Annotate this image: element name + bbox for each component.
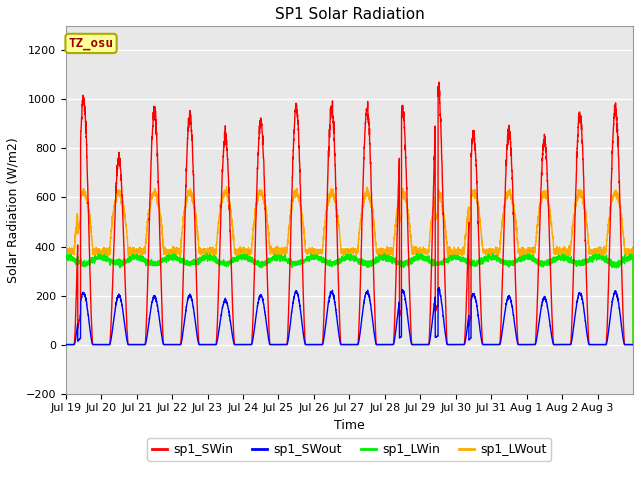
sp1_LWout	[223, 184, 230, 190]
sp1_SWin	[506, 122, 513, 128]
sp1_SWout	[179, 327, 187, 333]
sp1_SWout	[371, 332, 378, 338]
sp1_LWin	[203, 251, 211, 256]
Line: sp1_LWout: sp1_LWout	[66, 187, 633, 345]
Title: SP1 Solar Radiation: SP1 Solar Radiation	[275, 7, 424, 22]
sp1_LWin	[179, 259, 187, 264]
sp1_LWin	[533, 260, 541, 266]
sp1_LWin	[506, 263, 513, 268]
sp1_LWin	[548, 261, 556, 266]
sp1_SWout	[401, 294, 409, 300]
sp1_SWout	[62, 342, 70, 348]
sp1_SWin	[401, 134, 409, 140]
Legend: sp1_SWin, sp1_SWout, sp1_LWin, sp1_LWout: sp1_SWin, sp1_SWout, sp1_LWin, sp1_LWout	[147, 438, 552, 461]
sp1_LWout	[629, 342, 637, 348]
sp1_SWout	[435, 285, 443, 290]
sp1_SWin	[179, 275, 187, 280]
sp1_LWout	[62, 252, 70, 257]
Text: TZ_osu: TZ_osu	[68, 37, 113, 50]
sp1_LWout	[401, 192, 409, 197]
sp1_LWin	[401, 263, 409, 268]
sp1_SWin	[435, 79, 443, 85]
sp1_SWin	[629, 342, 637, 348]
sp1_SWin	[62, 342, 70, 348]
Y-axis label: Solar Radiation (W/m2): Solar Radiation (W/m2)	[7, 137, 20, 283]
sp1_SWout	[629, 342, 637, 348]
Line: sp1_SWout: sp1_SWout	[66, 288, 633, 345]
X-axis label: Time: Time	[334, 419, 365, 432]
sp1_LWin	[62, 255, 70, 261]
Line: sp1_SWin: sp1_SWin	[66, 82, 633, 345]
sp1_SWout	[506, 292, 513, 298]
sp1_LWout	[548, 221, 556, 227]
sp1_LWout	[179, 218, 187, 224]
sp1_SWin	[371, 300, 378, 306]
sp1_SWin	[533, 307, 541, 313]
sp1_LWin	[371, 257, 378, 263]
sp1_LWin	[629, 342, 637, 348]
Line: sp1_LWin: sp1_LWin	[66, 253, 633, 345]
sp1_SWin	[548, 303, 556, 309]
sp1_LWout	[533, 224, 541, 230]
sp1_LWout	[371, 226, 378, 231]
sp1_SWout	[548, 333, 556, 338]
sp1_LWout	[506, 190, 513, 195]
sp1_SWout	[533, 334, 541, 339]
